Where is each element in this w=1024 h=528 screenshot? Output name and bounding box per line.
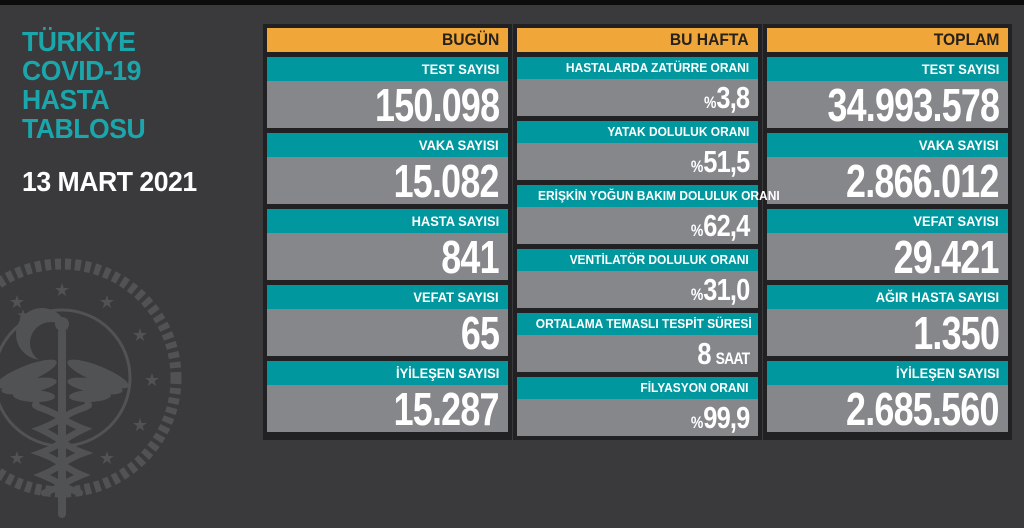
- stat-row: VENTİLATÖR DOLULUK ORANI %31,0: [517, 249, 758, 308]
- stat-row: HASTALARDA ZATÜRRE ORANI %3,8: [517, 57, 758, 116]
- svg-text:★: ★: [9, 292, 25, 313]
- page-title-line: TABLOSU: [22, 113, 146, 144]
- stat-value: 29.421: [767, 233, 1008, 280]
- stat-label: AĞIR HASTA SAYISI: [767, 285, 1008, 309]
- stat-label: HASTALARDA ZATÜRRE ORANI: [517, 57, 758, 79]
- stat-label: İYİLEŞEN SAYISI: [267, 361, 508, 385]
- column-bugun: BUGÜN TEST SAYISI 150.098 VAKA SAYISI 15…: [263, 24, 512, 440]
- stat-row: İYİLEŞEN SAYISI 15.287: [267, 361, 508, 432]
- stat-value: 34.993.578: [767, 81, 1008, 128]
- stat-row: ORTALAMA TEMASLI TESPİT SÜRESİ 8 SAAT: [517, 313, 758, 372]
- stat-value: 8 SAAT: [517, 335, 758, 372]
- stat-label: FİLYASYON ORANI: [517, 377, 758, 399]
- stat-value: %51,5: [517, 143, 758, 180]
- stat-row: AĞIR HASTA SAYISI 1.350: [767, 285, 1008, 356]
- svg-text:★: ★: [16, 306, 29, 324]
- emblem-rope-ring: [0, 258, 182, 498]
- stat-row: YATAK DOLULUK ORANI %51,5: [517, 121, 758, 180]
- stat-row: VEFAT SAYISI 29.421: [767, 209, 1008, 280]
- svg-text:★: ★: [132, 415, 148, 436]
- stat-row: FİLYASYON ORANI %99,9: [517, 377, 758, 436]
- column-toplam: TOPLAM TEST SAYISI 34.993.578 VAKA SAYIS…: [763, 24, 1012, 440]
- stat-label: TEST SAYISI: [767, 57, 1008, 81]
- stat-value: 2.685.560: [767, 385, 1008, 432]
- svg-text:★: ★: [99, 292, 115, 313]
- stat-label: İYİLEŞEN SAYISI: [767, 361, 1008, 385]
- stat-row: TEST SAYISI 34.993.578: [767, 57, 1008, 128]
- stat-label: VAKA SAYISI: [767, 133, 1008, 157]
- stat-value: 1.350: [767, 309, 1008, 356]
- stat-row: TEST SAYISI 150.098: [267, 57, 508, 128]
- stat-label: VENTİLATÖR DOLULUK ORANI: [517, 249, 758, 271]
- stat-value: 841: [267, 233, 508, 280]
- svg-text:★: ★: [132, 325, 148, 346]
- stat-value: 65: [267, 309, 508, 356]
- page-title-line: COVID-19: [22, 55, 141, 86]
- stat-value: 15.287: [267, 385, 508, 432]
- stat-row: VAKA SAYISI 2.866.012: [767, 133, 1008, 204]
- stat-value: %62,4: [517, 207, 758, 244]
- stat-value: 150.098: [267, 81, 508, 128]
- column-header: BU HAFTA: [517, 28, 758, 52]
- column-header: TOPLAM: [767, 28, 1008, 52]
- top-edge-strip: [0, 0, 1024, 5]
- stat-label: YATAK DOLULUK ORANI: [517, 121, 758, 143]
- stat-label: HASTA SAYISI: [267, 209, 508, 233]
- stat-row: ERİŞKİN YOĞUN BAKIM DOLULUK ORANI %62,4: [517, 185, 780, 244]
- stat-label: TEST SAYISI: [267, 57, 508, 81]
- stat-label: VAKA SAYISI: [267, 133, 508, 157]
- stats-columns: BUGÜN TEST SAYISI 150.098 VAKA SAYISI 15…: [263, 24, 1012, 440]
- svg-text:★: ★: [144, 370, 160, 391]
- svg-text:★: ★: [9, 448, 25, 469]
- page-title-line: HASTA: [22, 84, 110, 115]
- sidebar: TÜRKİYE COVID-19 HASTA TABLOSU 13 MART 2…: [22, 27, 252, 197]
- stat-value: %3,8: [517, 79, 758, 116]
- stat-value: %99,9: [517, 399, 758, 436]
- column-bu-hafta: BU HAFTA HASTALARDA ZATÜRRE ORANI %3,8 Y…: [513, 24, 780, 440]
- stat-row: VEFAT SAYISI 65: [267, 285, 508, 356]
- stat-label: VEFAT SAYISI: [267, 285, 508, 309]
- report-date: 13 MART 2021: [22, 166, 197, 197]
- column-header: BUGÜN: [267, 28, 508, 52]
- stat-value: 15.082: [267, 157, 508, 204]
- health-ministry-emblem-watermark-icon: ★★★ ★★★ ★★★ ★★★ ★: [0, 258, 182, 518]
- page-title-line: TÜRKİYE: [22, 26, 136, 57]
- stat-label: ERİŞKİN YOĞUN BAKIM DOLULUK ORANI: [517, 185, 780, 207]
- stat-row: VAKA SAYISI 15.082: [267, 133, 508, 204]
- svg-text:★: ★: [99, 448, 115, 469]
- stat-label: VEFAT SAYISI: [767, 209, 1008, 233]
- stat-value: 2.866.012: [767, 157, 1008, 204]
- stat-row: HASTA SAYISI 841: [267, 209, 508, 280]
- stat-row: İYİLEŞEN SAYISI 2.685.560: [767, 361, 1008, 432]
- svg-text:★: ★: [54, 280, 70, 301]
- stat-label: ORTALAMA TEMASLI TESPİT SÜRESİ: [517, 313, 758, 335]
- stat-value: %31,0: [517, 271, 758, 308]
